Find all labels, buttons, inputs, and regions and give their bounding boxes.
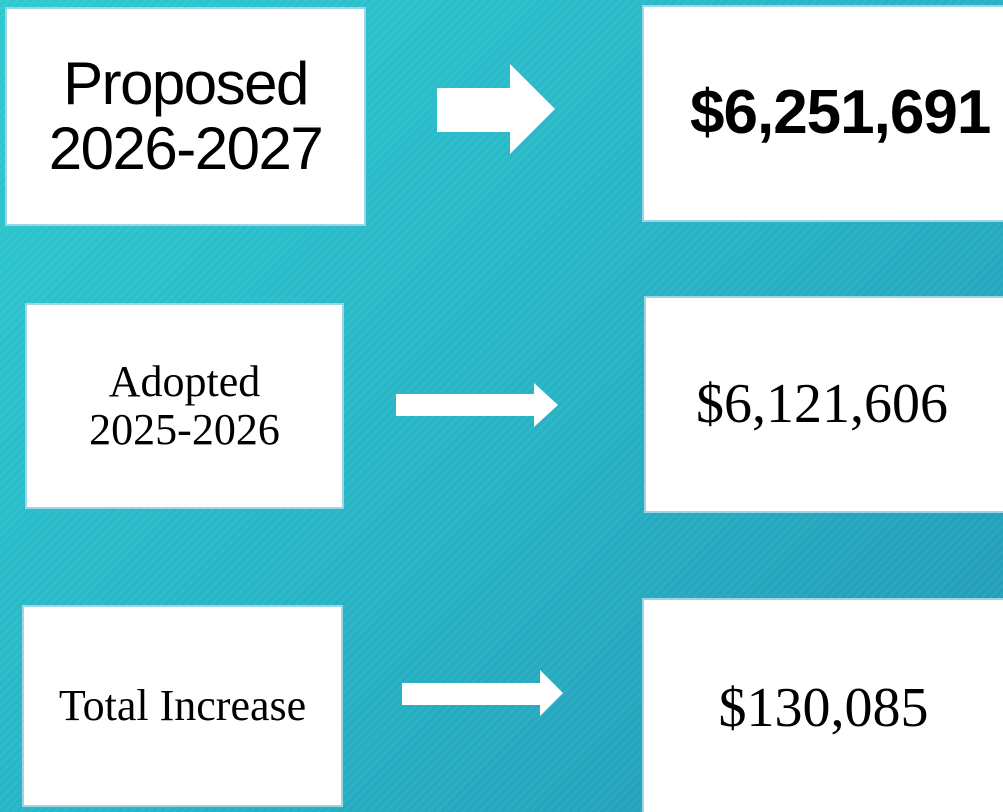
value: $130,085: [718, 676, 929, 739]
arrow: [396, 383, 558, 427]
arrow: [402, 670, 563, 716]
value-box: $6,121,606: [644, 296, 1003, 513]
value-box: $130,085: [642, 598, 1003, 812]
label-box: Proposed 2026-2027: [5, 7, 366, 226]
label-box: Total Increase: [22, 605, 343, 807]
label-line: Total Increase: [58, 681, 307, 731]
label-line: 2026-2027: [48, 114, 324, 182]
value-box: $6,251,691: [642, 5, 1003, 222]
label-line: 2025-2026: [89, 405, 280, 454]
label-box: Adopted 2025-2026: [25, 303, 344, 509]
value: $6,121,606: [696, 373, 948, 436]
label-line: Adopted: [108, 357, 261, 407]
arrow: [437, 64, 555, 154]
label-line: Proposed: [63, 49, 309, 117]
value: $6,251,691: [690, 78, 991, 148]
